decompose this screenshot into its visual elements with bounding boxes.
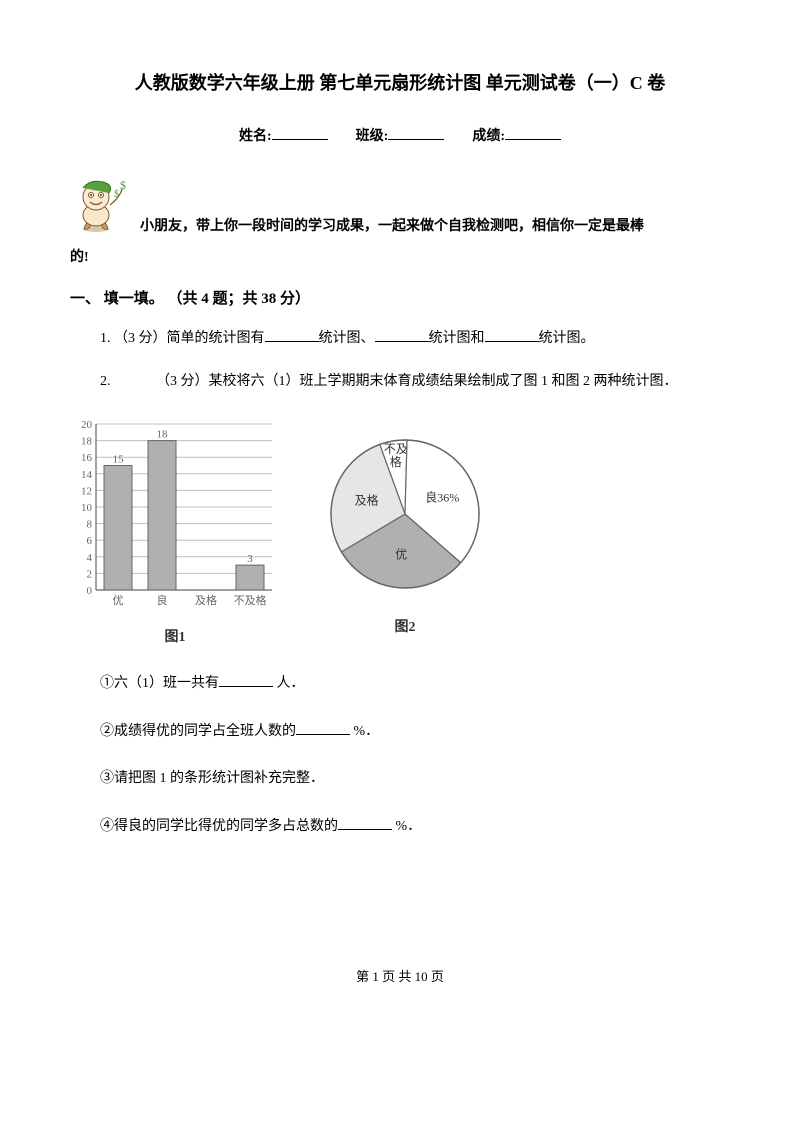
charts-row: 0 2 4 6 8 10 12 14 16 18 20 15 优 18 良 及格 3 不及格 图1 不及格 良36%…: [70, 414, 730, 648]
sub4-a: ④得良的同学比得优的同学多占总数的: [100, 819, 338, 834]
sub-question-3: ③请把图 1 的条形统计图补充完整．: [100, 768, 730, 789]
mascot-icon: $ $: [70, 175, 132, 237]
svg-text:优: 优: [395, 547, 407, 561]
q1-blank-3[interactable]: [485, 327, 539, 342]
section1-heading: 一、 填一填。 （共 4 题；共 38 分）: [70, 288, 730, 311]
svg-text:6: 6: [87, 535, 93, 547]
q1-mid2: 统计图和: [429, 331, 485, 346]
q1-blank-2[interactable]: [375, 327, 429, 342]
encouragement-text-2: 的!: [70, 247, 730, 268]
sub4-b: %．: [392, 819, 421, 834]
name-blank[interactable]: [272, 125, 328, 140]
svg-text:10: 10: [81, 502, 93, 514]
bar-chart-container: 0 2 4 6 8 10 12 14 16 18 20 15 优 18 良 及格 3 不及格 图1: [70, 414, 280, 648]
svg-text:不及格: 不及格: [234, 593, 267, 607]
svg-text:良36%: 良36%: [425, 489, 459, 504]
question-1: 1. （3 分）简单的统计图有 统计图、 统计图和 统计图。: [100, 327, 730, 349]
sub2-b: %．: [350, 724, 379, 739]
class-blank[interactable]: [388, 125, 444, 140]
svg-text:3: 3: [247, 553, 253, 565]
svg-text:$: $: [114, 189, 119, 200]
svg-text:20: 20: [81, 419, 93, 431]
sub4-blank[interactable]: [338, 815, 392, 830]
svg-text:8: 8: [87, 518, 93, 530]
q1-prefix: 1. （3 分）简单的统计图有: [100, 331, 265, 346]
sub2-a: ②成绩得优的同学占全班人数的: [100, 724, 296, 739]
svg-text:2: 2: [87, 568, 93, 580]
q1-mid1: 统计图、: [319, 331, 375, 346]
pie-chart-caption: 图2: [310, 617, 500, 638]
sub1-blank[interactable]: [219, 672, 273, 687]
encouragement-row: $ $ 小朋友，带上你一段时间的学习成果，一起来做个自我检测吧，相信你一定是最棒: [70, 175, 730, 237]
exam-page: 人教版数学六年级上册 第七单元扇形统计图 单元测试卷（一）C 卷 姓名: 班级:…: [0, 0, 800, 1026]
q1-end: 统计图。: [539, 331, 595, 346]
sub1-a: ①六（1）班一共有: [100, 676, 219, 691]
encouragement-text-1: 小朋友，带上你一段时间的学习成果，一起来做个自我检测吧，相信你一定是最棒: [140, 216, 644, 237]
score-label: 成绩:: [472, 129, 505, 144]
q1-blank-1[interactable]: [265, 327, 319, 342]
bar-chart: 0 2 4 6 8 10 12 14 16 18 20 15 优 18 良 及格 3 不及格: [70, 414, 280, 614]
name-label: 姓名:: [239, 129, 272, 144]
sub-question-4: ④得良的同学比得优的同学多占总数的 %．: [100, 815, 730, 837]
score-blank[interactable]: [505, 125, 561, 140]
svg-text:$: $: [120, 178, 126, 192]
svg-text:优: 优: [113, 594, 124, 607]
pie-chart-container: 不及格良36%优及格 图2: [310, 414, 500, 638]
q2-prefix: 2.: [100, 374, 111, 389]
class-label: 班级:: [356, 129, 389, 144]
svg-text:18: 18: [81, 435, 93, 447]
svg-text:良: 良: [157, 593, 168, 607]
sub-question-2: ②成绩得优的同学占全班人数的 %．: [100, 720, 730, 742]
sub1-b: 人．: [273, 676, 305, 691]
svg-text:及格: 及格: [355, 492, 379, 507]
svg-text:0: 0: [87, 585, 93, 597]
page-title: 人教版数学六年级上册 第七单元扇形统计图 单元测试卷（一）C 卷: [70, 70, 730, 97]
question-2: 2. （3 分）某校将六（1）班上学期期末体育成绩结果绘制成了图 1 和图 2 …: [100, 371, 730, 392]
svg-text:16: 16: [81, 452, 93, 464]
info-fields: 姓名: 班级: 成绩:: [70, 125, 730, 147]
svg-text:15: 15: [113, 453, 125, 465]
svg-text:12: 12: [81, 485, 92, 497]
sub-question-1: ①六（1）班一共有 人．: [100, 672, 730, 694]
svg-text:4: 4: [87, 551, 93, 563]
q2-body: （3 分）某校将六（1）班上学期期末体育成绩结果绘制成了图 1 和图 2 两种统…: [156, 374, 678, 389]
page-footer: 第 1 页 共 10 页: [70, 967, 730, 987]
sub3-a: ③请把图 1 的条形统计图补充完整．: [100, 771, 324, 786]
pie-chart: 不及格良36%优及格: [310, 414, 500, 604]
bar-chart-caption: 图1: [70, 627, 280, 648]
svg-text:14: 14: [81, 468, 93, 480]
svg-text:及格: 及格: [195, 593, 217, 607]
sub2-blank[interactable]: [296, 720, 350, 735]
svg-text:18: 18: [157, 428, 169, 440]
